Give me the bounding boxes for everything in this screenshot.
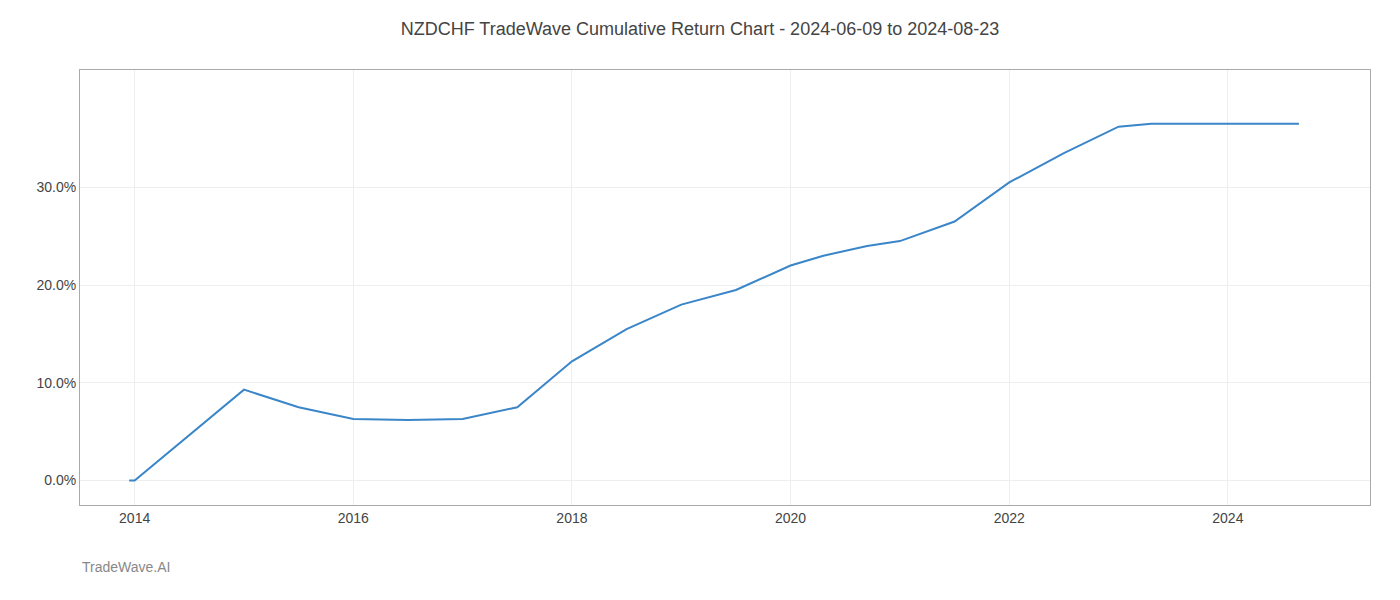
svg-text:2018: 2018 xyxy=(556,510,587,526)
svg-text:2020: 2020 xyxy=(775,510,806,526)
svg-text:2022: 2022 xyxy=(994,510,1025,526)
svg-text:2014: 2014 xyxy=(119,510,150,526)
svg-text:NZDCHF TradeWave Cumulative Re: NZDCHF TradeWave Cumulative Return Chart… xyxy=(401,19,1000,39)
svg-text:2016: 2016 xyxy=(338,510,369,526)
svg-text:TradeWave.AI: TradeWave.AI xyxy=(82,559,170,575)
svg-text:10.0%: 10.0% xyxy=(36,375,76,391)
svg-text:0.0%: 0.0% xyxy=(44,472,76,488)
svg-text:30.0%: 30.0% xyxy=(36,179,76,195)
svg-text:2024: 2024 xyxy=(1212,510,1243,526)
svg-text:20.0%: 20.0% xyxy=(36,277,76,293)
